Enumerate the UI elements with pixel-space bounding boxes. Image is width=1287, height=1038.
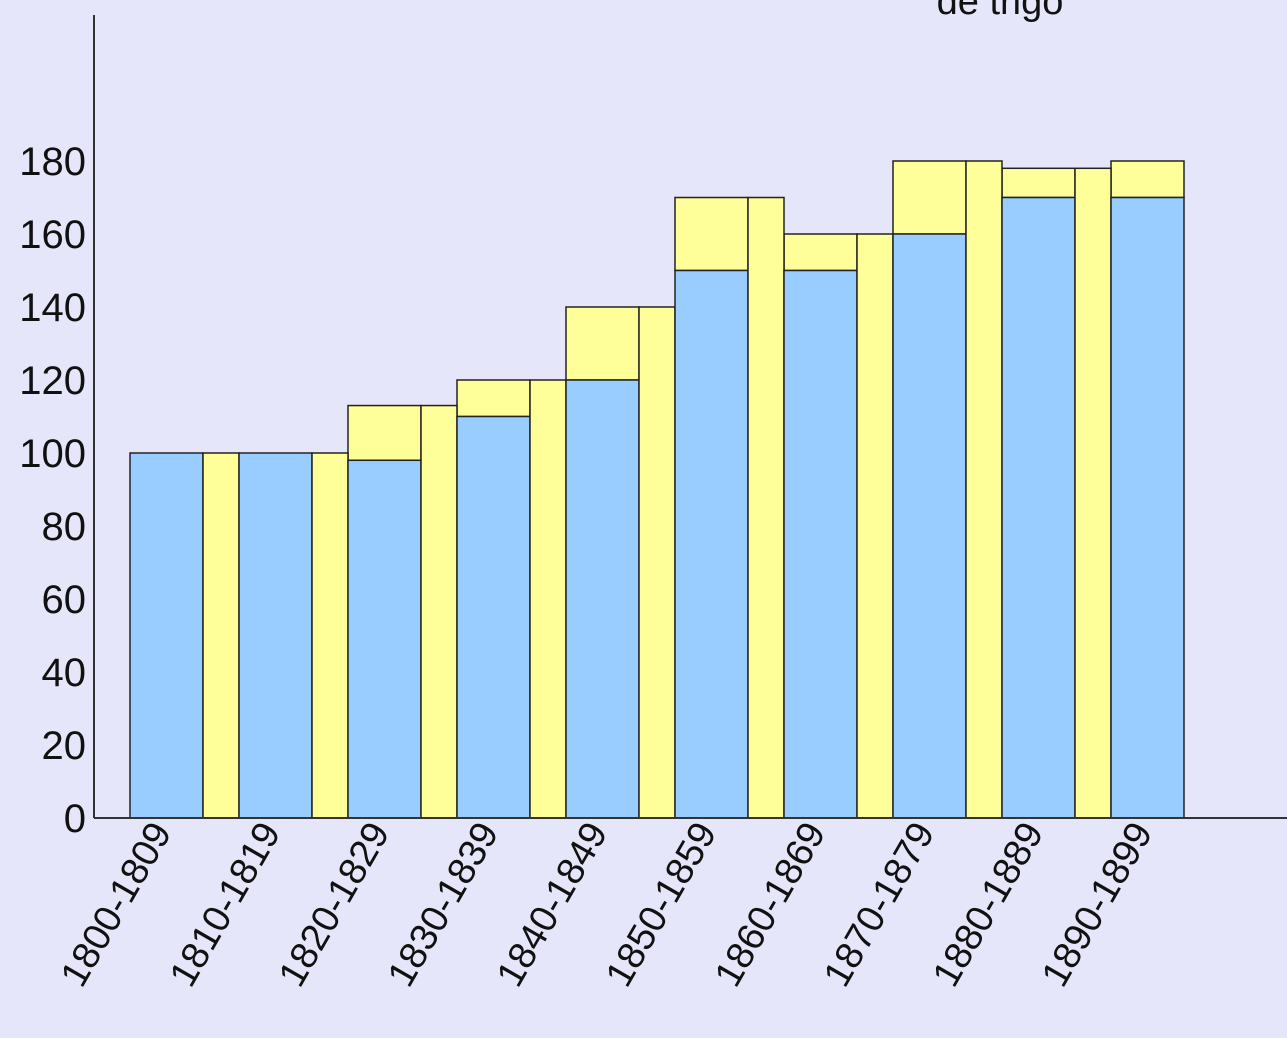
yellow-band-1820-1829	[347, 404, 422, 462]
x-tick-label: 1860-1869	[707, 816, 834, 994]
bar-yellow-1880-1889	[1074, 167, 1112, 819]
y-tick-label: 140	[19, 286, 86, 330]
x-tick-label: 1840-1849	[489, 816, 616, 994]
bar-blue-1890-1899	[1110, 196, 1185, 819]
bar-blue-1880-1889	[1001, 196, 1076, 819]
bar-blue-1870-1879	[892, 233, 967, 819]
bar-yellow-1870-1879	[965, 160, 1003, 819]
bar-yellow-1810-1819	[311, 452, 349, 819]
bar-blue-1850-1859	[674, 269, 749, 819]
x-tick-label: 1850-1859	[598, 816, 725, 994]
x-tick-label: 1880-1889	[925, 816, 1052, 994]
bar-blue-1840-1849	[565, 379, 640, 819]
x-tick-label: 1890-1899	[1034, 816, 1161, 994]
bar-blue-1860-1869	[783, 269, 858, 819]
x-tick-label: 1800-1809	[53, 816, 180, 994]
y-tick-label: 160	[19, 213, 86, 257]
x-tick-label: 1810-1819	[162, 816, 289, 994]
y-tick-label: 0	[64, 797, 86, 841]
yellow-band-1860-1869	[783, 233, 858, 272]
bar-yellow-1820-1829	[420, 404, 458, 819]
yellow-band-1840-1849	[565, 306, 640, 381]
bar-yellow-1850-1859	[747, 196, 785, 819]
y-tick-label: 100	[19, 432, 86, 476]
y-tick-label: 60	[42, 578, 87, 622]
yellow-band-1850-1859	[674, 196, 749, 272]
x-tick-label: 1870-1879	[816, 816, 943, 994]
x-tick-label: 1830-1839	[380, 816, 507, 994]
bar-blue-1820-1829	[347, 459, 422, 819]
bar-blue-1830-1839	[456, 415, 531, 819]
bar-yellow-1830-1839	[529, 379, 567, 819]
y-tick-label: 40	[42, 651, 87, 695]
legend-label: de trigo	[937, 0, 1064, 23]
yellow-band-1880-1889	[1001, 167, 1076, 199]
bar-yellow-1860-1869	[856, 233, 894, 819]
y-tick-label: 120	[19, 359, 86, 403]
x-tick-label: 1820-1829	[271, 816, 398, 994]
bar-yellow-1800-1809	[202, 452, 240, 819]
yellow-band-1890-1899	[1110, 160, 1185, 199]
y-tick-label: 80	[42, 505, 87, 549]
bar-yellow-1840-1849	[638, 306, 676, 819]
y-tick-label: 180	[19, 140, 86, 184]
bar-blue-1800-1809	[129, 452, 204, 819]
yellow-band-1870-1879	[892, 160, 967, 235]
yellow-band-1830-1839	[456, 379, 531, 418]
bar-blue-1810-1819	[238, 452, 313, 819]
y-tick-label: 20	[42, 724, 87, 768]
